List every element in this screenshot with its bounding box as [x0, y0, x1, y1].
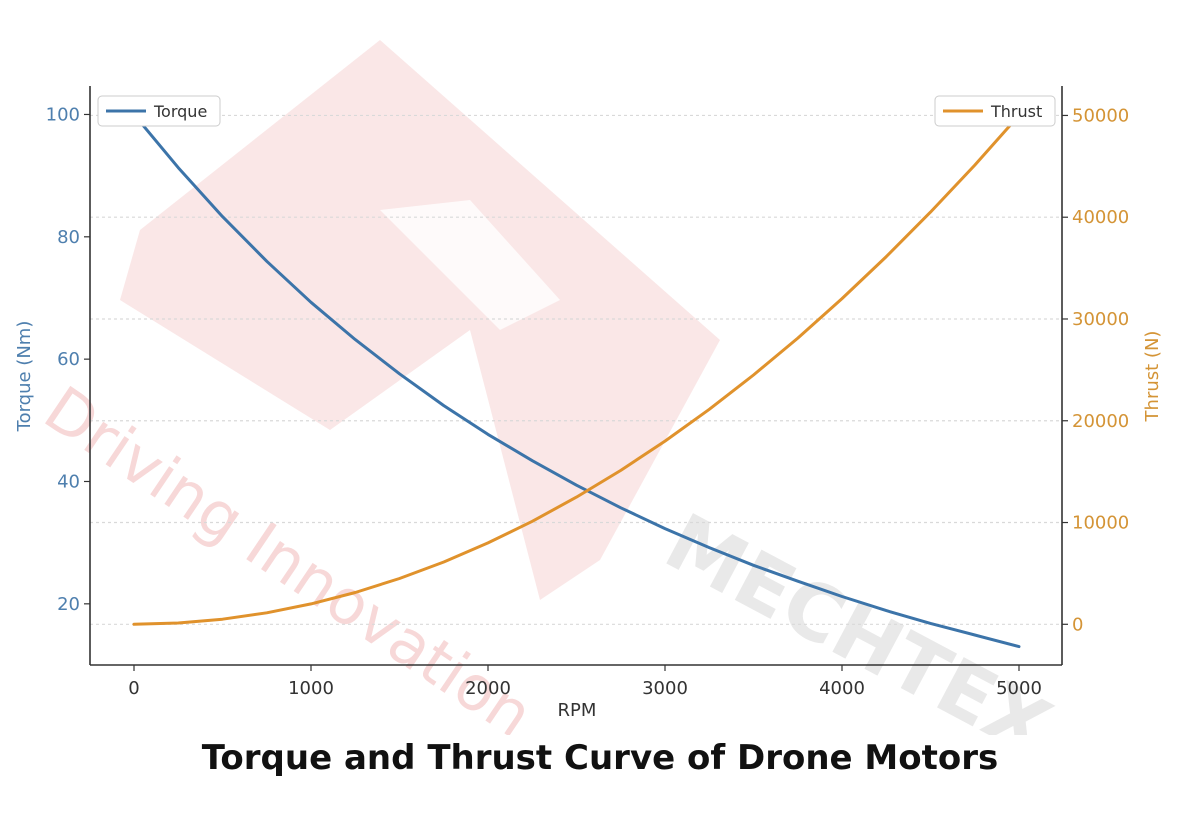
y-right-tick-label: 30000 [1072, 309, 1129, 330]
y-right-tick-label: 0 [1072, 614, 1083, 635]
legend-thrust-label: Thrust [990, 102, 1042, 121]
series-line-torque [132, 113, 1021, 649]
y-left-tick-label: 80 [57, 227, 80, 248]
axes [84, 86, 1068, 671]
y-left-tick-label: 100 [46, 104, 80, 125]
y-right-tick-label: 40000 [1072, 207, 1129, 228]
y-left-tick-label: 60 [57, 349, 80, 370]
y-right-tick-label: 10000 [1072, 513, 1129, 534]
watermark-brand: MECHTEX [651, 497, 1064, 735]
legend-torque-box [97, 95, 221, 127]
legend-torque: Torque [97, 95, 221, 127]
series-line-thrust [132, 113, 1021, 626]
watermark-logo-inner [380, 200, 560, 330]
legend-thrust-box [934, 95, 1056, 127]
chart-title: Torque and Thrust Curve of Drone Motors [201, 738, 999, 778]
x-tick-label: 5000 [996, 678, 1042, 699]
y-left-tick-label: 40 [57, 471, 80, 492]
tick-labels: 0 1000 2000 3000 4000 50002040608010001000020… [46, 104, 1130, 699]
grid-lines [90, 114, 1062, 625]
x-axis-label: RPM [558, 700, 597, 721]
x-tick-label: 1000 [288, 678, 334, 699]
y-axis-right-label: Thrust (N) [1142, 331, 1163, 423]
watermark: Driving Innovation MECHTEX [32, 40, 1064, 735]
y-axis-left-label: Torque (Nm) [14, 321, 35, 433]
x-tick-label: 3000 [642, 678, 688, 699]
y-right-tick-label: 20000 [1072, 411, 1129, 432]
legend-torque-label: Torque [153, 102, 207, 121]
legend-thrust: Thrust [934, 95, 1056, 127]
x-tick-label: 4000 [819, 678, 865, 699]
x-tick-label: 0 [128, 678, 139, 699]
watermark-logo-shape [120, 40, 720, 600]
y-left-tick-label: 20 [57, 594, 80, 615]
y-right-tick-label: 50000 [1072, 105, 1129, 126]
x-tick-label: 2000 [465, 678, 511, 699]
chart: Driving Innovation MECHTEX 0 1000 2000 3000… [14, 40, 1163, 735]
series-layer [132, 113, 1021, 649]
